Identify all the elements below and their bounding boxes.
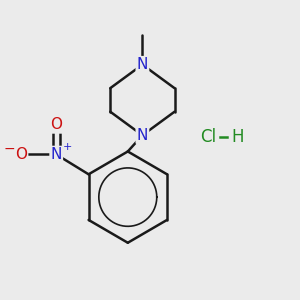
- Text: −: −: [4, 142, 15, 155]
- Text: O: O: [50, 118, 62, 133]
- Text: N: N: [50, 147, 62, 162]
- Text: H: H: [231, 128, 244, 146]
- Text: +: +: [63, 142, 73, 152]
- Text: O: O: [15, 147, 27, 162]
- Text: Cl: Cl: [200, 128, 216, 146]
- Text: N: N: [137, 57, 148, 72]
- Text: N: N: [137, 128, 148, 143]
